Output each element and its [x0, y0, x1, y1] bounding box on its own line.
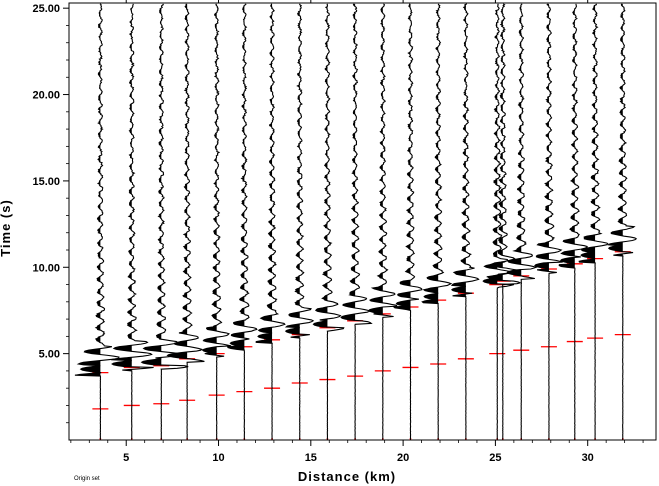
seismogram-trace — [578, 3, 609, 440]
trace-fill — [368, 3, 383, 441]
trace-fill — [579, 3, 596, 441]
seismogram-trace — [482, 3, 515, 440]
seismogram-trace — [421, 3, 453, 440]
x-axis-label: Distance (km) — [298, 469, 396, 484]
trace-fill — [422, 3, 439, 441]
trace-fill — [111, 3, 132, 441]
y-tick-label: 20.00 — [32, 90, 60, 102]
x-tick-label: 30 — [582, 452, 594, 464]
seismogram-trace — [111, 3, 154, 440]
trace-fill — [559, 3, 575, 441]
x-tick-label: 15 — [305, 452, 317, 464]
trace-fill — [285, 3, 300, 441]
trace-fill — [393, 3, 411, 441]
seismogram-trace — [340, 3, 373, 440]
x-tick-label: 10 — [212, 452, 224, 464]
trace-fill — [227, 3, 245, 441]
seismogram-trace — [201, 3, 232, 440]
y-tick-label: 15.00 — [32, 176, 60, 188]
plot-frame — [68, 2, 657, 441]
trace-fill — [451, 3, 466, 441]
seismogram-trace — [506, 3, 538, 440]
trace-fill — [141, 3, 162, 441]
x-tick-label: 20 — [397, 452, 409, 464]
y-tick-label: 10.00 — [32, 262, 60, 274]
trace-fill — [256, 3, 273, 441]
trace-fill — [74, 3, 101, 441]
seismogram-trace — [367, 3, 398, 440]
seismogram-trace — [227, 3, 258, 440]
trace-fill — [608, 3, 623, 441]
trace-fill — [534, 3, 549, 441]
trace-fill — [483, 3, 498, 441]
seismogram-trace — [312, 3, 345, 440]
seismogram-trace — [140, 3, 189, 440]
x-tick-label: 25 — [489, 452, 501, 464]
seismogram-trace — [392, 3, 423, 440]
trace-fill — [488, 3, 503, 441]
seismogram-trace — [558, 3, 588, 440]
y-tick-label: 25.00 — [32, 3, 60, 15]
seismogram-trace — [487, 3, 522, 440]
y-tick-label: 5.00 — [39, 349, 60, 361]
x-tick-label: 5 — [123, 452, 129, 464]
trace-fill — [167, 3, 188, 441]
origin-note: Origin set — [74, 476, 100, 482]
trace-fill — [202, 3, 217, 441]
y-axis-label: Time (s) — [0, 199, 13, 257]
